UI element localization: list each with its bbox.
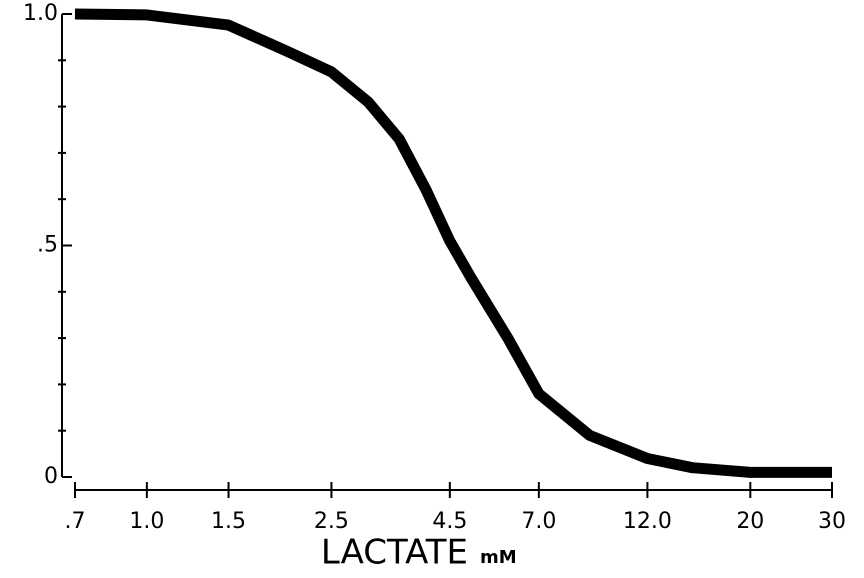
x-tick-label: 12.0: [623, 509, 672, 534]
x-tick-label: 20: [736, 509, 764, 534]
x-tick-label: 4.5: [432, 509, 467, 534]
y-tick-label: .5: [37, 233, 58, 258]
y-tick-label: 0: [44, 464, 58, 489]
x-tick-label: .7: [65, 509, 86, 534]
line: [74, 8, 832, 478]
x-tick-label: 1.0: [129, 509, 164, 534]
x-tick-label: 30: [818, 509, 846, 534]
x-axis-unit: mM: [480, 547, 517, 568]
y-tick-label: 1.0: [23, 1, 58, 26]
x-tick-label: 7.0: [521, 509, 556, 534]
x-tick-label: 1.5: [211, 509, 246, 534]
x-axis-label: LACTATE: [321, 533, 468, 573]
x-tick-label: 2.5: [314, 509, 349, 534]
